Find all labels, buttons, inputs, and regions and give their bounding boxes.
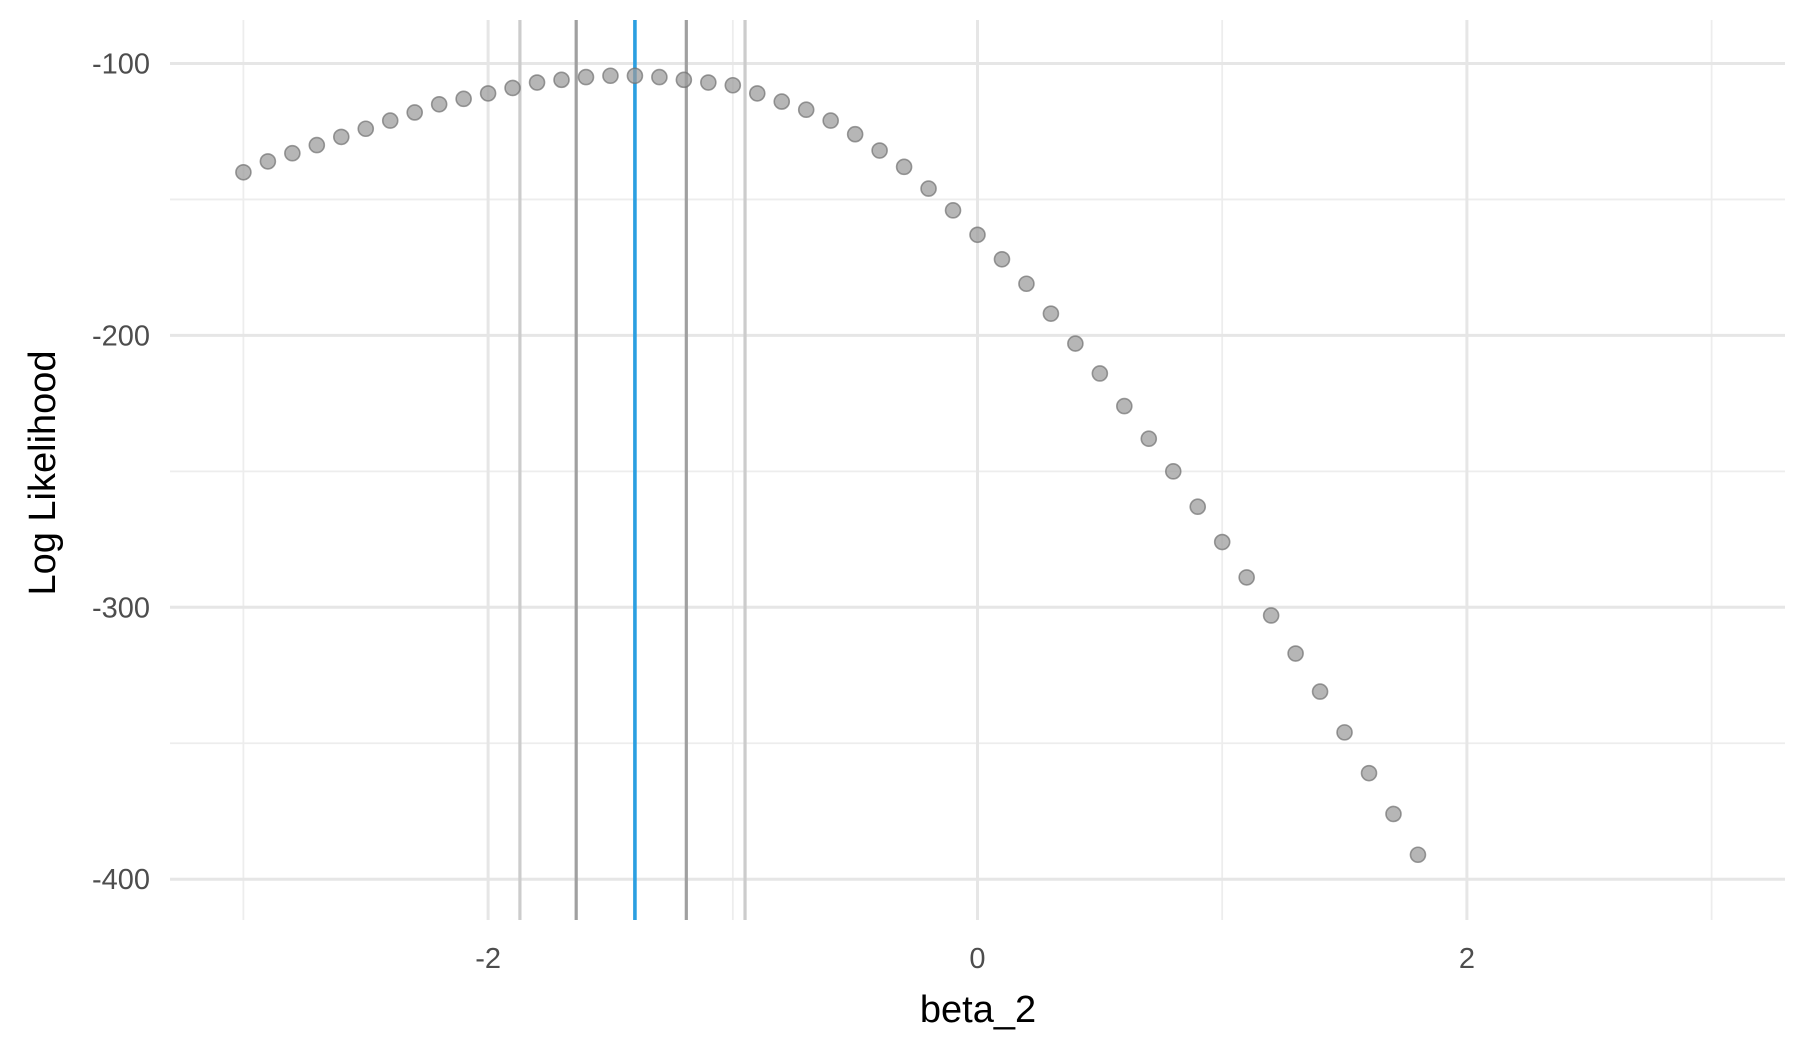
data-point (675, 71, 693, 89)
y-tick-label: -100 (92, 49, 150, 81)
data-point (626, 67, 644, 85)
data-point (259, 153, 277, 170)
data-point (1042, 305, 1060, 322)
data-point (1311, 683, 1329, 700)
y-tick-label: -300 (92, 592, 150, 624)
x-axis-title: beta_2 (920, 989, 1036, 1031)
data-point (846, 125, 864, 143)
data-point (1287, 645, 1304, 662)
x-tick-label: -2 (475, 943, 501, 975)
data-point (602, 67, 619, 85)
data-point (1385, 805, 1402, 823)
data-point (993, 250, 1011, 268)
data-point (1164, 463, 1182, 480)
data-point (724, 76, 742, 94)
data-point (284, 144, 301, 162)
data-point (944, 202, 962, 219)
data-point (357, 120, 375, 138)
data-point (308, 136, 326, 154)
data-point (920, 180, 937, 197)
data-point (1116, 397, 1133, 415)
reference-lines (518, 20, 747, 920)
major-gridlines-x (486, 20, 1469, 920)
data-point (455, 90, 472, 108)
y-tick-label: -400 (92, 864, 150, 896)
x-tick-label: 2 (1459, 943, 1475, 975)
y-tick-label: -200 (92, 320, 150, 352)
data-point (504, 79, 521, 97)
data-point (1336, 724, 1353, 741)
data-point (822, 112, 839, 129)
y-axis-title: Log Likelihood (22, 350, 64, 595)
data-point (528, 74, 546, 91)
data-point (1360, 764, 1378, 782)
data-point (1018, 275, 1035, 293)
data-point (1140, 430, 1158, 448)
data-point (1067, 335, 1084, 352)
data-point (871, 142, 888, 159)
data-point (969, 226, 986, 244)
data-point (479, 85, 497, 102)
data-point (332, 128, 350, 146)
y-axis-tick-labels: -100 -200 -300 -400 (92, 49, 150, 897)
data-point (797, 101, 815, 119)
data-point (700, 74, 717, 91)
data-points (235, 67, 1427, 864)
data-point (1091, 365, 1109, 382)
data-point (430, 95, 448, 113)
data-point (773, 93, 791, 110)
data-point (381, 112, 399, 129)
data-point (651, 68, 668, 86)
data-point (1238, 569, 1255, 586)
x-axis-tick-labels: -2 0 2 (475, 943, 1475, 975)
data-point (1213, 533, 1231, 551)
data-point (1262, 607, 1280, 624)
data-point (577, 68, 595, 86)
data-point (1409, 846, 1427, 864)
data-point (406, 104, 423, 121)
data-point (235, 163, 252, 181)
data-point (895, 158, 913, 176)
x-tick-label: 0 (969, 943, 985, 975)
data-point (748, 85, 766, 102)
data-point (1189, 498, 1207, 516)
data-point (553, 71, 570, 89)
